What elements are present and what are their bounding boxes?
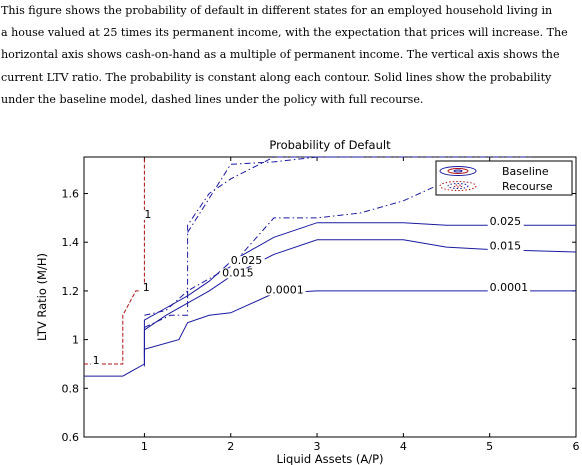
contour-line-solid-0 [143, 290, 576, 367]
legend-icon-recourse [439, 181, 477, 191]
contour-label: 1 [93, 354, 100, 367]
contour-label-bg [487, 241, 524, 252]
caption-line-5: under the baseline model, dashed lines u… [1, 92, 424, 106]
contour-line-solid-2 [143, 222, 576, 357]
y-tick-label: 1.6 [62, 188, 80, 201]
contour-label: 0.0001 [265, 283, 304, 296]
contour-label-bg [487, 217, 524, 228]
y-tick-label: 1.2 [62, 285, 80, 298]
contour-line-solid-1 [143, 239, 577, 360]
contour-label-bg [140, 282, 152, 293]
caption-line-4: current LTV ratio. The probability is co… [1, 70, 552, 84]
x-tick-label: 1 [141, 440, 148, 453]
x-tick-label: 4 [400, 440, 407, 453]
contour-label: 0.0001 [490, 281, 529, 294]
contour-label-bg [263, 285, 306, 296]
contour-label: 1 [143, 281, 150, 294]
x-tick-label: 6 [573, 440, 580, 453]
contour-label: 0.015 [222, 266, 254, 279]
legend-label-baseline: Baseline [502, 165, 549, 178]
contour-label-bg [487, 282, 531, 293]
y-tick-label: 1 [72, 334, 79, 347]
legend-icon-baseline [439, 166, 477, 176]
y-tick-label: 0.8 [62, 382, 80, 395]
figure-caption: This figure shows the probability of def… [1, 0, 581, 111]
contour-line-dash-4 [84, 157, 145, 365]
contour-label: 0.015 [490, 240, 522, 253]
contour-label-bg [228, 256, 265, 267]
x-tick-label: 2 [227, 440, 234, 453]
caption-line-1: This figure shows the probability of def… [1, 4, 553, 17]
contour-line-dashdot-7 [144, 161, 490, 316]
contour-label: 0.025 [231, 254, 263, 267]
legend: Baseline Recourse [435, 160, 573, 196]
contour-label-bg [90, 355, 102, 366]
x-tick-label: 3 [314, 440, 321, 453]
x-axis-label: Liquid Assets (A/P) [276, 452, 383, 465]
caption-line-2: a house valued at 25 times its permanent… [1, 26, 568, 40]
caption-line-3: horizontal axis shows cash-on-hand as a … [1, 48, 560, 62]
contour-label-bg [220, 268, 257, 279]
contour-label: 1 [144, 208, 151, 221]
contour-line-solid-3 [84, 359, 145, 377]
x-tick-label: 5 [486, 440, 493, 453]
contour-label: 0.025 [490, 215, 522, 228]
contour-line-dashdot-8 [144, 290, 189, 328]
contour-label-bg [142, 209, 153, 220]
contour-line-dashdot-6 [187, 156, 361, 233]
plot-frame [83, 156, 577, 438]
contour-line-dashdot-5 [187, 156, 533, 299]
y-axis-label: LTV Ratio (M/H) [35, 253, 49, 341]
y-tick-label: 1.4 [62, 236, 80, 249]
y-tick-label: 0.6 [62, 431, 80, 444]
chart-title: Probability of Default [269, 138, 391, 152]
legend-label-recourse: Recourse [502, 180, 553, 193]
